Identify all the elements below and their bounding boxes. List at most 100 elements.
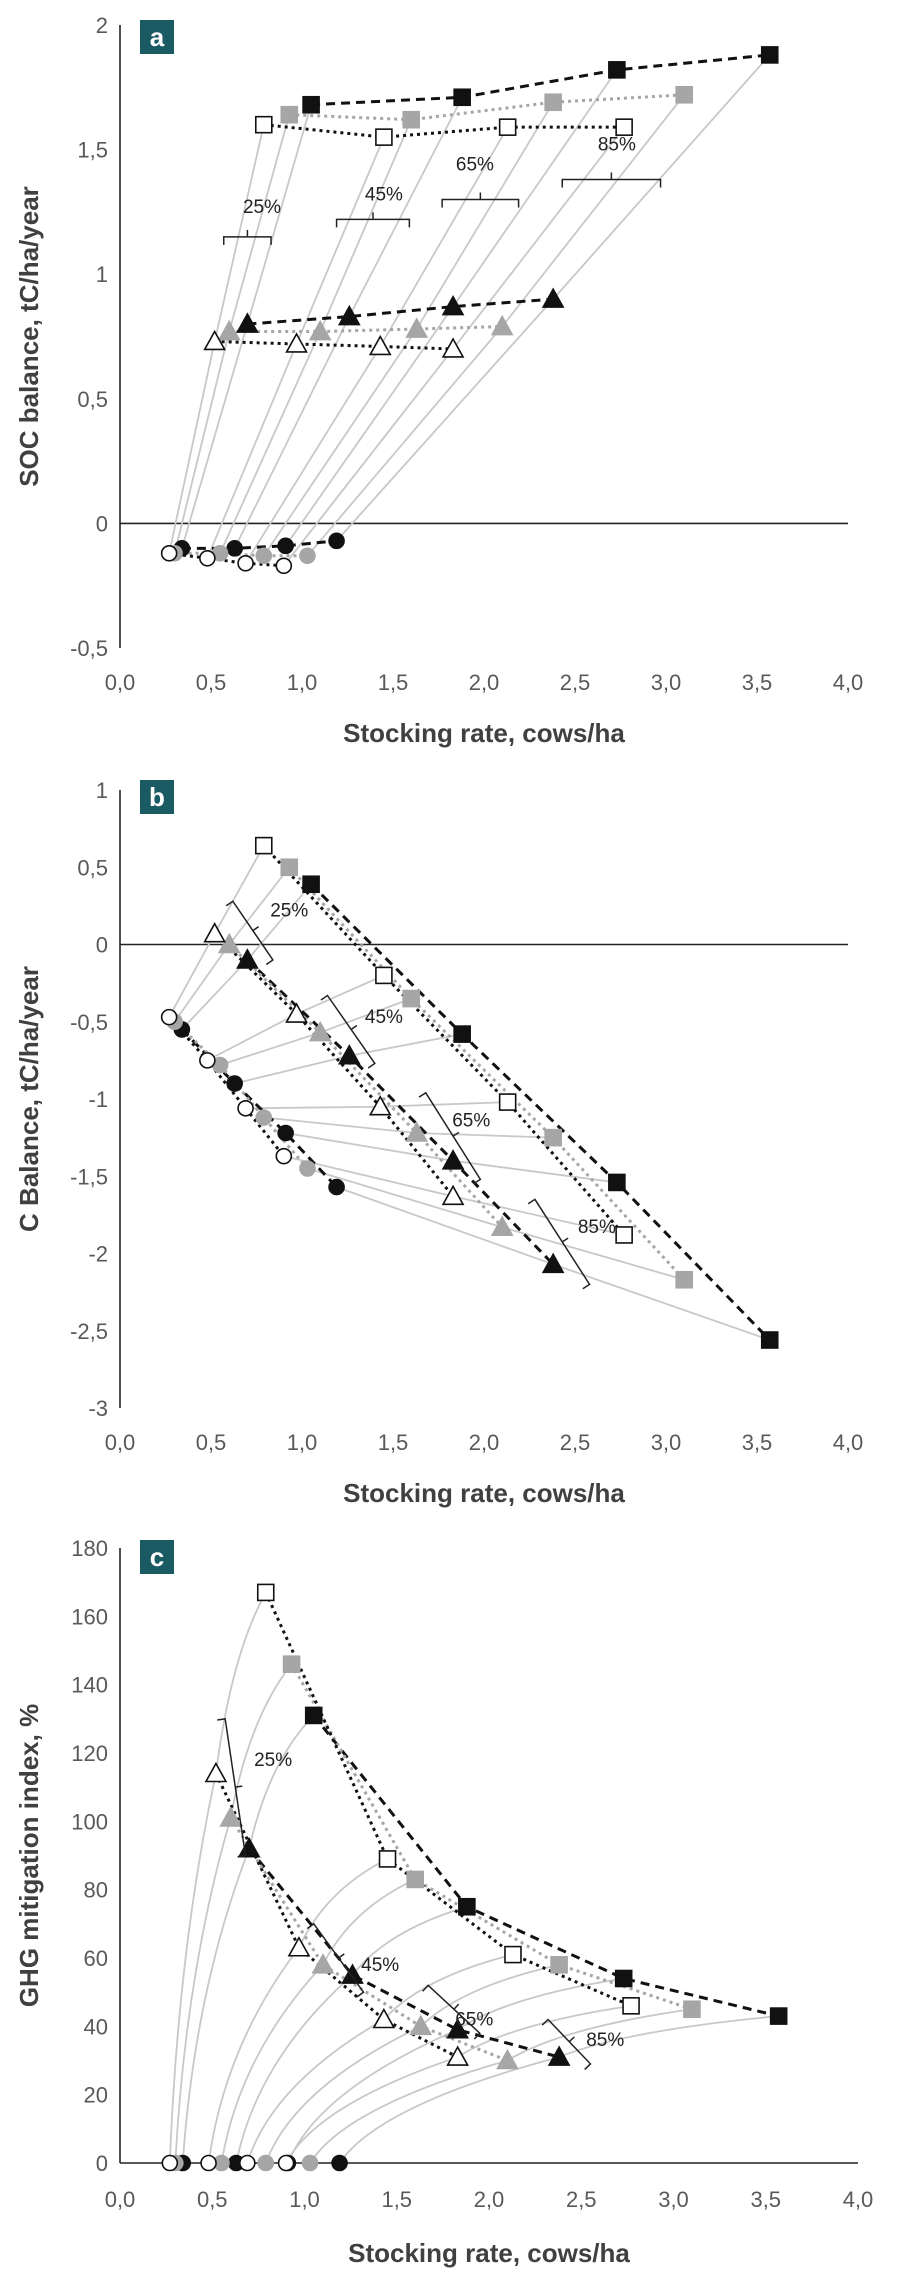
x-tick-label: 4,0 bbox=[833, 1430, 864, 1455]
data-point-triangle-gray bbox=[308, 1020, 332, 1042]
data-point-square-open bbox=[375, 128, 393, 146]
x-tick-label: 0,5 bbox=[196, 670, 227, 695]
data-point-circle-black bbox=[226, 540, 243, 557]
data-point-triangle-black bbox=[337, 1044, 361, 1065]
x-tick-label: 3,0 bbox=[651, 670, 682, 695]
data-point-circle-gray bbox=[255, 1109, 273, 1126]
x-tick-label: 1,0 bbox=[287, 670, 318, 695]
data-point-circle-open bbox=[275, 557, 293, 575]
y-tick-label: 120 bbox=[71, 1741, 108, 1766]
series-line-triangle-black bbox=[247, 297, 554, 326]
x-tick-label: 2,5 bbox=[560, 670, 591, 695]
data-point-triangle-gray bbox=[405, 1121, 429, 1142]
data-point-square-gray bbox=[406, 1870, 425, 1889]
data-point-square-open bbox=[504, 1945, 522, 1964]
bracket bbox=[418, 1091, 482, 1185]
x-tick-label: 1,0 bbox=[287, 1430, 318, 1455]
x-tick-label: 3,5 bbox=[750, 2187, 781, 2212]
data-point-circle-open bbox=[200, 2154, 217, 2172]
percent-label: 45% bbox=[365, 1007, 403, 1028]
bracket bbox=[335, 212, 411, 228]
x-tick-label: 4,0 bbox=[843, 2187, 874, 2212]
data-point-triangle-gray bbox=[217, 932, 241, 954]
data-point-square-gray bbox=[675, 85, 694, 104]
data-point-triangle-black bbox=[236, 312, 259, 333]
group-connector-85% bbox=[307, 1167, 685, 1281]
bracket bbox=[441, 192, 520, 208]
data-point-triangle-gray bbox=[409, 2014, 433, 2036]
data-point-triangle-open bbox=[368, 1095, 392, 1116]
group-connector-45% bbox=[235, 1905, 468, 2164]
data-point-square-black bbox=[458, 1897, 476, 1916]
y-tick-label: 1,5 bbox=[77, 138, 108, 163]
y-tick-label: 60 bbox=[84, 1946, 108, 1971]
data-point-triangle-open bbox=[203, 329, 226, 351]
series-line-circle-open bbox=[168, 1016, 285, 1158]
series-line-triangle-gray bbox=[229, 325, 503, 334]
data-point-triangle-open bbox=[203, 922, 226, 943]
y-tick-label: 160 bbox=[71, 1604, 108, 1629]
data-point-triangle-gray bbox=[405, 317, 429, 338]
x-tick-label: 1,5 bbox=[378, 670, 409, 695]
bracket bbox=[320, 994, 376, 1069]
data-point-square-open bbox=[254, 836, 273, 855]
percent-label: 85% bbox=[578, 1217, 616, 1238]
x-tick-label: 1,5 bbox=[381, 2187, 412, 2212]
y-tick-label: 80 bbox=[84, 1878, 108, 1903]
data-point-circle-black bbox=[277, 1124, 294, 1142]
x-tick-label: 0,0 bbox=[105, 1430, 136, 1455]
bracket bbox=[422, 1984, 481, 2040]
x-tick-label: 2,0 bbox=[469, 670, 500, 695]
data-point-circle-open bbox=[199, 549, 216, 567]
data-point-square-open bbox=[498, 118, 517, 136]
data-point-square-black bbox=[453, 1025, 471, 1043]
data-point-circle-black bbox=[328, 1178, 345, 1196]
data-point-square-gray bbox=[402, 989, 421, 1008]
x-tick-label: 0,0 bbox=[105, 670, 136, 695]
bracket bbox=[225, 900, 274, 966]
y-tick-label: 0 bbox=[96, 933, 108, 958]
data-point-circle-open bbox=[237, 1099, 254, 1117]
panel-label: a bbox=[150, 22, 165, 52]
y-tick-label: -0,5 bbox=[70, 1010, 108, 1035]
data-point-circle-open bbox=[161, 2154, 179, 2172]
series-line-triangle-gray bbox=[228, 943, 504, 1229]
data-point-square-open bbox=[378, 1850, 397, 1868]
x-tick-label: 3,0 bbox=[651, 1430, 682, 1455]
group-connector-65% bbox=[263, 1116, 554, 1139]
percent-label: 45% bbox=[365, 184, 403, 205]
panel-label-badge bbox=[140, 20, 174, 54]
x-tick-label: 3,5 bbox=[742, 1430, 773, 1455]
data-point-triangle-black bbox=[236, 948, 259, 969]
data-point-triangle-black bbox=[541, 287, 565, 308]
series-line-square-gray bbox=[289, 93, 685, 122]
y-tick-label: -2 bbox=[88, 1242, 108, 1267]
y-tick-label: 180 bbox=[71, 1536, 108, 1561]
bracket bbox=[217, 1717, 247, 1858]
data-point-square-black bbox=[608, 1173, 626, 1192]
data-point-square-gray bbox=[675, 1270, 694, 1289]
y-tick-label: 0 bbox=[96, 2151, 108, 2176]
data-point-circle-black bbox=[277, 537, 294, 555]
data-point-square-black bbox=[614, 1969, 633, 1988]
series-line-triangle-open bbox=[213, 932, 455, 1198]
data-point-circle-gray bbox=[299, 547, 316, 565]
bracket bbox=[527, 1198, 591, 1290]
y-axis-title: GHG mitigation index, % bbox=[14, 1704, 44, 2007]
data-point-circle-gray bbox=[299, 1160, 316, 1177]
data-point-triangle-open bbox=[446, 2045, 469, 2066]
y-tick-label: 1 bbox=[96, 778, 108, 803]
data-point-square-open bbox=[615, 1226, 633, 1244]
data-point-circle-black bbox=[328, 532, 345, 550]
data-point-triangle-black bbox=[237, 1837, 261, 1858]
panel-a-chart: -0,5 0 0,5 1 1,5 2 0,0 0,5 1,0 1,5 2,0 2,5 3,0 3,5 4,0… bbox=[14, 13, 863, 748]
y-axis-title: C Balance, tC/ha/year bbox=[14, 966, 44, 1232]
data-point-triangle-gray bbox=[219, 1806, 243, 1827]
series-line-triangle-black bbox=[246, 958, 555, 1266]
x-tick-label: 0,5 bbox=[196, 1430, 227, 1455]
y-tick-label: 20 bbox=[84, 2083, 108, 2108]
series-line-square-open bbox=[264, 1591, 632, 2008]
series-line-square-gray bbox=[288, 866, 686, 1281]
data-point-triangle-gray bbox=[490, 314, 514, 336]
